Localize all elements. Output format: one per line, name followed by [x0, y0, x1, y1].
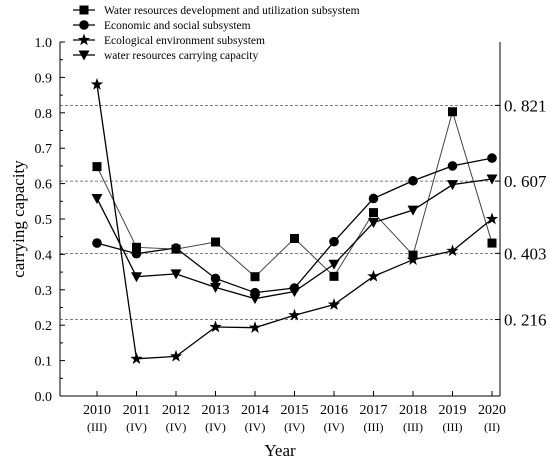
- axes: [59, 42, 501, 397]
- x-tick-sublabel: (IV): [284, 420, 305, 434]
- data-point: [406, 253, 420, 265]
- x-tick-label: 2011: [123, 403, 150, 418]
- x-tick-sublabel: (III): [87, 420, 107, 434]
- x-tick-sublabel: (IV): [205, 420, 226, 434]
- series-line: [96, 157, 493, 294]
- x-tick-label: 2016: [320, 403, 348, 418]
- legend-marker: [79, 5, 89, 15]
- x-tick-label: 2010: [83, 403, 111, 418]
- x-tick-label: 2017: [360, 403, 388, 418]
- reference-lines: 0. 821 0. 607 0. 403 0. 216: [60, 96, 547, 330]
- reference-label: 0. 216: [504, 311, 547, 330]
- data-point: [91, 193, 103, 204]
- x-tick-sublabel: (IV): [245, 420, 266, 434]
- x-tick-label: 2020: [478, 403, 506, 418]
- data-point: [130, 352, 143, 365]
- y-tick-label: 0.1: [35, 355, 53, 370]
- y-axis-label: carrying capacity: [9, 160, 28, 278]
- data-point: [329, 271, 339, 281]
- legend-label: water resources carrying capacity: [104, 50, 258, 62]
- data-point: [209, 320, 222, 333]
- series: [90, 77, 499, 365]
- ecological-environment-series: [90, 77, 499, 365]
- data-point: [407, 205, 419, 216]
- x-tick-sublabel: (III): [443, 420, 463, 434]
- legend-label: Water resources development and utilizat…: [104, 5, 360, 17]
- data-point: [487, 153, 497, 163]
- x-tick-sublabel: (IV): [324, 420, 345, 434]
- data-point: [249, 294, 261, 305]
- data-point: [448, 107, 457, 117]
- data-point: [288, 308, 301, 321]
- legend-label: Economic and social subsystem: [104, 20, 251, 32]
- data-point: [447, 161, 458, 171]
- x-tick-sublabel: (IV): [126, 420, 147, 434]
- y-ticks: 0.0 0.1 0.2 0.3 0.4 0.5 0.6 0.7 0.8 0.9 1.0: [35, 36, 65, 405]
- x-tick-sublabel: (III): [403, 420, 423, 434]
- data-point: [446, 244, 459, 257]
- data-point: [210, 273, 221, 284]
- data-point: [487, 238, 497, 248]
- x-tick-label: 2013: [202, 403, 230, 418]
- legend-marker: [78, 50, 90, 61]
- data-point: [408, 175, 418, 186]
- data-point: [485, 212, 499, 225]
- data-point: [131, 272, 142, 283]
- series-line: [96, 109, 493, 278]
- data-point: [171, 243, 181, 253]
- x-tick-label: 2019: [439, 403, 467, 418]
- data-point: [368, 193, 379, 204]
- data-point: [211, 237, 220, 247]
- x-tick-label: 2012: [162, 403, 190, 418]
- y-tick-label: 0.3: [35, 284, 53, 299]
- reference-label: 0. 403: [504, 244, 547, 263]
- x-tick-label: 2018: [399, 403, 427, 418]
- y-tick-label: 0.4: [35, 248, 53, 263]
- data-point: [250, 272, 260, 282]
- data-point: [329, 236, 339, 247]
- x-tick-sublabel: (III): [364, 420, 384, 434]
- x-tick-sublabel: (IV): [166, 420, 187, 434]
- data-point: [328, 259, 340, 270]
- data-point: [92, 162, 102, 172]
- data-point: [248, 321, 262, 333]
- data-point: [131, 248, 142, 259]
- x-tick-sublabel: (II): [484, 420, 500, 434]
- data-point: [367, 269, 380, 282]
- legend-marker: [77, 33, 91, 46]
- x-axis-label: Year: [264, 441, 296, 460]
- carrying-capacity-series: [91, 174, 498, 305]
- data-point: [486, 174, 498, 185]
- data-point: [132, 242, 141, 252]
- data-point: [290, 233, 299, 243]
- data-point: [369, 208, 378, 218]
- y-tick-label: 0.5: [35, 213, 53, 228]
- y-tick-label: 0.9: [35, 71, 53, 86]
- reference-label: 0. 607: [504, 172, 547, 191]
- data-point: [170, 269, 182, 280]
- legend-marker: [79, 20, 89, 30]
- legend-label: Ecological environment subsystem: [104, 35, 265, 47]
- y-tick-label: 1.0: [35, 36, 53, 51]
- y-tick-label: 0.8: [35, 107, 53, 122]
- x-tick-label: 2014: [241, 403, 269, 418]
- x-ticks: 2010 (III) 2011 (IV) 2012 (IV) 2013 (IV) 2014 (IV…: [83, 391, 506, 434]
- data-point: [368, 218, 379, 229]
- data-point: [447, 180, 458, 191]
- data-point: [169, 349, 183, 362]
- y-tick-label: 0.6: [35, 178, 53, 193]
- reference-label: 0. 821: [504, 96, 547, 115]
- legend: Water resources development and utilizat…: [73, 5, 360, 62]
- data-point: [289, 287, 300, 298]
- data-point: [210, 282, 221, 293]
- data-point: [90, 77, 104, 90]
- x-tick-label: 2015: [281, 403, 309, 418]
- data-point: [327, 298, 341, 310]
- y-tick-label: 0.7: [35, 142, 53, 157]
- data-point: [92, 238, 102, 248]
- y-tick-label: 0.2: [35, 319, 53, 334]
- y-tick-label: 0.0: [35, 390, 53, 405]
